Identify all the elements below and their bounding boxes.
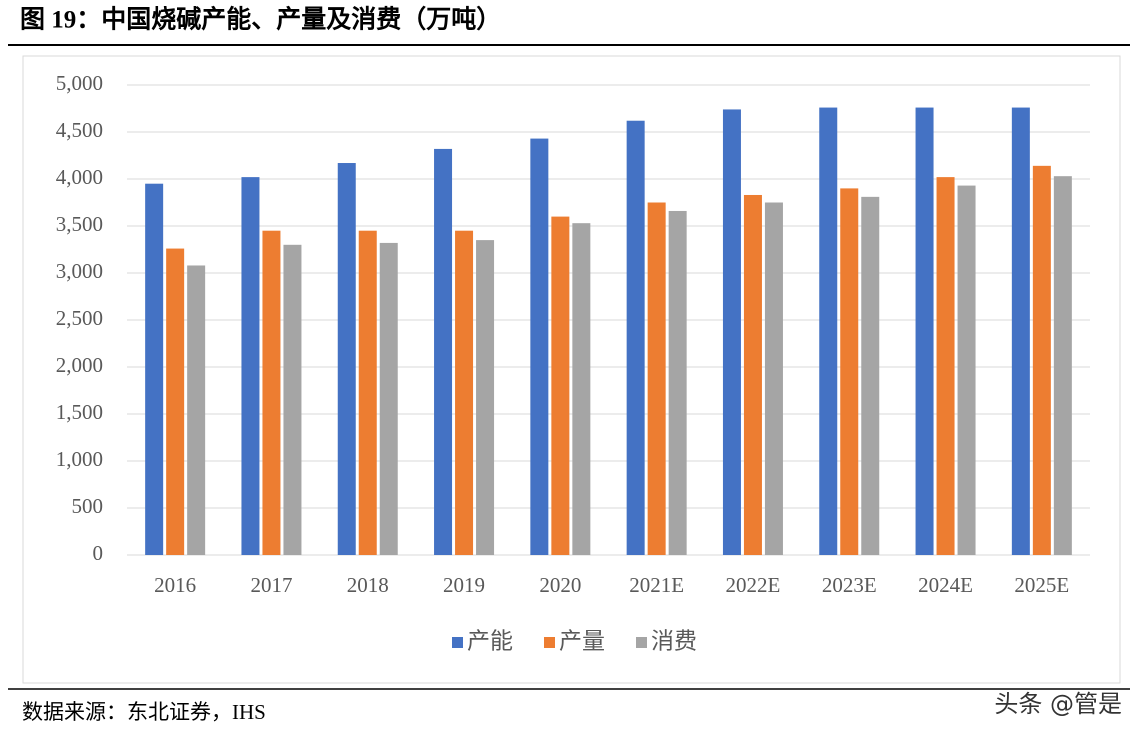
y-tick-label: 1,000 bbox=[56, 447, 103, 471]
bar bbox=[572, 223, 591, 555]
bar bbox=[455, 230, 474, 555]
bar bbox=[379, 242, 398, 556]
bar bbox=[530, 138, 549, 555]
bar bbox=[283, 244, 302, 556]
bar bbox=[668, 210, 687, 555]
bar bbox=[187, 265, 206, 555]
bar bbox=[936, 177, 955, 555]
legend-label: 产量 bbox=[559, 628, 605, 653]
bar bbox=[819, 107, 838, 555]
y-tick-label: 4,500 bbox=[56, 118, 103, 142]
y-tick-label: 2,000 bbox=[56, 353, 103, 377]
bar bbox=[764, 202, 783, 555]
y-tick-label: 5,000 bbox=[56, 71, 103, 95]
y-tick-label: 2,500 bbox=[56, 306, 103, 330]
legend-label: 消费 bbox=[651, 628, 697, 653]
x-tick-label: 2022E bbox=[726, 573, 781, 597]
chart-frame bbox=[22, 55, 1121, 684]
bar bbox=[145, 183, 164, 555]
bar bbox=[626, 120, 645, 555]
bar bbox=[434, 148, 453, 556]
bar bbox=[743, 194, 762, 556]
y-tick-label: 0 bbox=[93, 541, 104, 565]
bar bbox=[722, 109, 741, 555]
legend-swatch bbox=[636, 637, 647, 648]
legend-swatch bbox=[544, 637, 555, 648]
legend-label: 产能 bbox=[467, 628, 513, 653]
x-tick-label: 2025E bbox=[1014, 573, 1069, 597]
bar bbox=[1011, 107, 1030, 555]
bar bbox=[915, 107, 934, 555]
plot-area: 0 500 1,000 1,500 2,000 2,500 3,000 3,500 4,000 4… bbox=[56, 71, 1090, 653]
x-tick-label: 2021E bbox=[629, 573, 684, 597]
bar bbox=[861, 196, 880, 556]
watermark: 头条 @管是 bbox=[994, 690, 1122, 718]
chart-title: 图 19：中国烧碱产能、产量及消费（万吨） bbox=[20, 5, 501, 34]
x-tick-label: 2024E bbox=[918, 573, 973, 597]
bar bbox=[551, 216, 570, 555]
bar bbox=[358, 230, 377, 555]
bar bbox=[337, 163, 356, 555]
y-tick-label: 4,000 bbox=[56, 165, 103, 189]
bar bbox=[241, 177, 260, 555]
x-tick-label: 2019 bbox=[443, 573, 485, 597]
bar bbox=[840, 188, 859, 555]
x-tick-label: 2020 bbox=[539, 573, 581, 597]
x-tick-label: 2016 bbox=[154, 573, 196, 597]
y-tick-label: 500 bbox=[72, 494, 104, 518]
bar bbox=[166, 248, 185, 555]
x-tick-label: 2023E bbox=[822, 573, 877, 597]
y-tick-label: 1,500 bbox=[56, 400, 103, 424]
bar bbox=[476, 240, 495, 555]
bar bbox=[647, 202, 666, 555]
y-tick-label: 3,500 bbox=[56, 212, 103, 236]
bar bbox=[957, 185, 976, 555]
x-tick-label: 2017 bbox=[250, 573, 292, 597]
legend-swatch bbox=[452, 637, 463, 648]
bar bbox=[262, 230, 281, 555]
source-note: 数据来源：东北证券，IHS bbox=[22, 700, 266, 724]
bar bbox=[1032, 165, 1051, 555]
x-tick-label: 2018 bbox=[347, 573, 389, 597]
y-tick-label: 3,000 bbox=[56, 259, 103, 283]
bar bbox=[1053, 176, 1072, 555]
